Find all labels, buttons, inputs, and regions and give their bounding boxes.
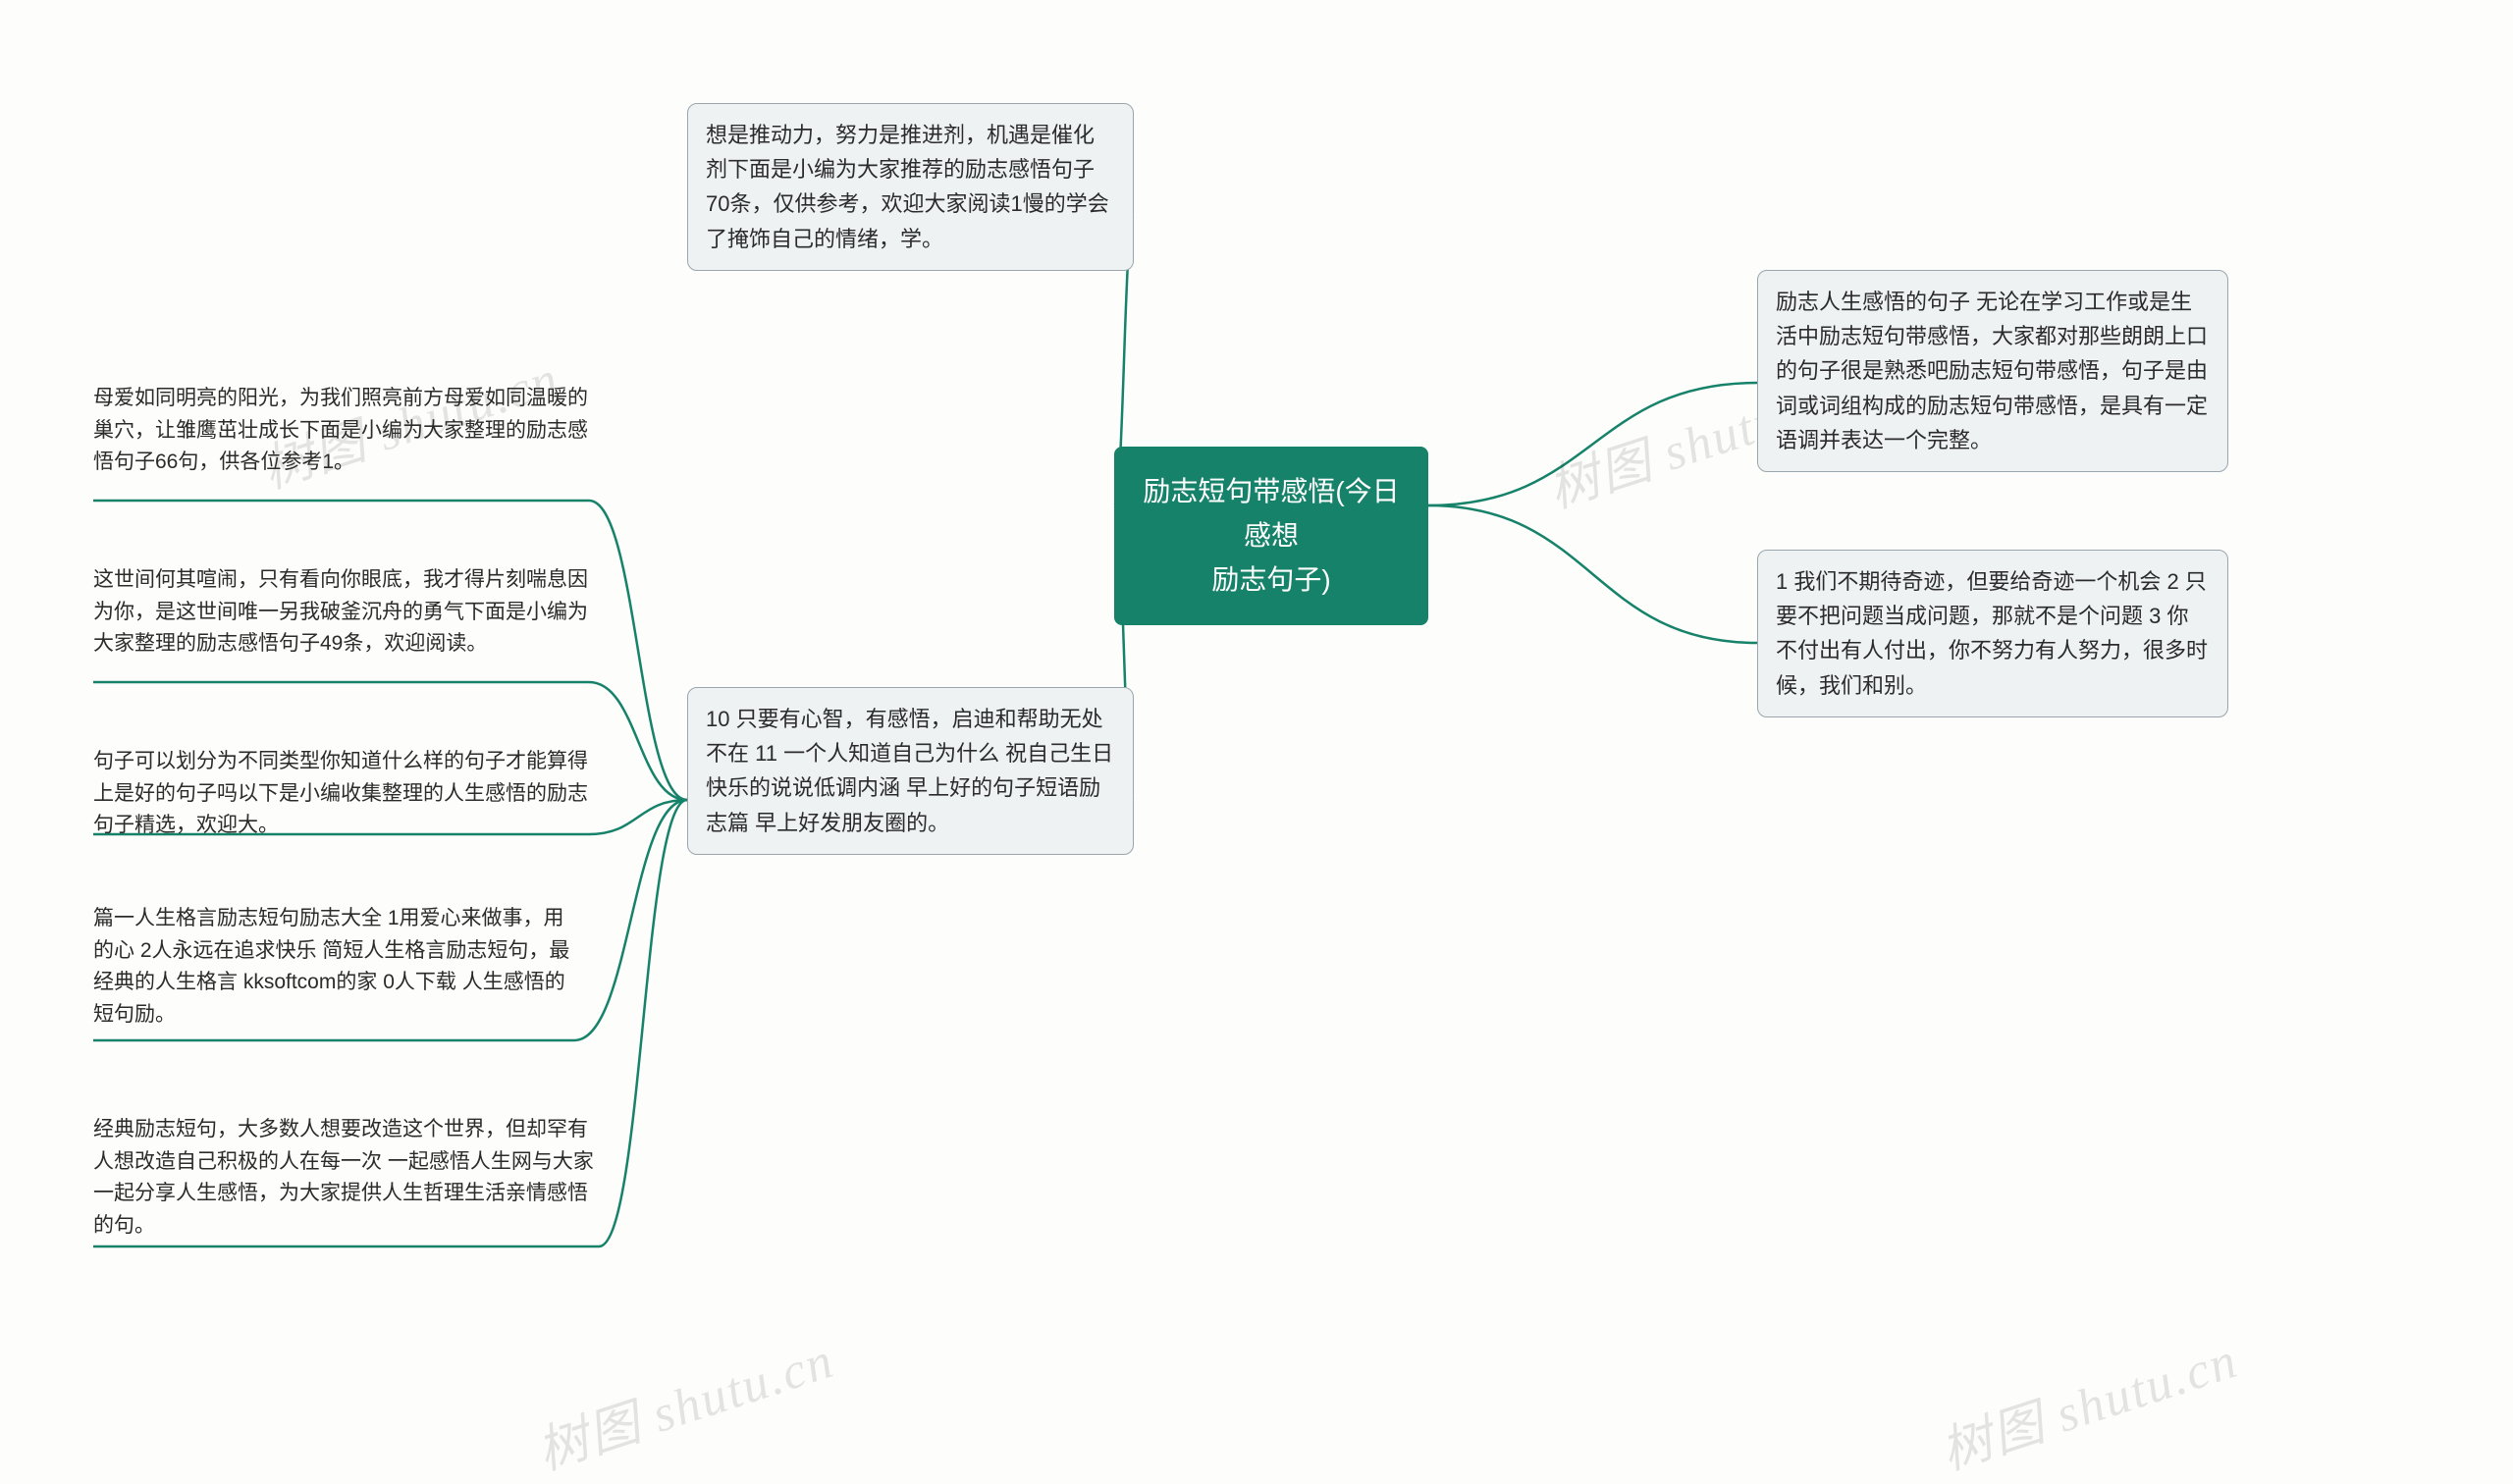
leaf-node-3[interactable]: 篇一人生格言励志短句励志大全 1用爱心来做事，用的心 2人永远在追求快乐 简短人… bbox=[93, 903, 574, 1031]
left-node-1[interactable]: 10 只要有心智，有感悟，启迪和帮助无处不在 11 一个人知道自己为什么 祝自己… bbox=[687, 687, 1134, 855]
connector bbox=[574, 800, 687, 1040]
leaf-node-1[interactable]: 这世间何其喧闹，只有看向你眼底，我才得片刻喘息因为你，是这世间唯一另我破釜沉舟的… bbox=[93, 564, 589, 661]
right-node-0-text: 励志人生感悟的句子 无论在学习工作或是生活中励志短句带感悟，大家都对那些朗朗上口… bbox=[1776, 290, 2208, 452]
left-node-0[interactable]: 想是推动力，努力是推进剂，机遇是催化剂下面是小编为大家推荐的励志感悟句子70条，… bbox=[687, 103, 1134, 271]
connector bbox=[599, 800, 687, 1246]
connector bbox=[1428, 383, 1757, 505]
right-node-1-text: 1 我们不期待奇迹，但要给奇迹一个机会 2 只要不把问题当成问题，那就不是个问题… bbox=[1776, 569, 2208, 698]
watermark: 树图 shutu.cn bbox=[1930, 1318, 2246, 1483]
center-node[interactable]: 励志短句带感悟(今日感想励志句子) bbox=[1114, 447, 1428, 625]
connector bbox=[589, 501, 687, 800]
center-text: 励志短句带感悟(今日感想励志句子) bbox=[1143, 476, 1399, 595]
connector bbox=[589, 800, 687, 834]
connector bbox=[1428, 505, 1757, 643]
watermark: 树图 shutu.cn bbox=[526, 1318, 842, 1483]
leaf-text-0: 母爱如同明亮的阳光，为我们照亮前方母爱如同温暖的巢穴，让雏鹰茁壮成长下面是小编为… bbox=[93, 387, 588, 473]
left-node-0-text: 想是推动力，努力是推进剂，机遇是催化剂下面是小编为大家推荐的励志感悟句子70条，… bbox=[706, 123, 1109, 251]
leaf-node-4[interactable]: 经典励志短句，大多数人想要改造这个世界，但却罕有人想改造自己积极的人在每一次 一… bbox=[93, 1114, 599, 1242]
left-node-1-text: 10 只要有心智，有感悟，启迪和帮助无处不在 11 一个人知道自己为什么 祝自己… bbox=[706, 707, 1113, 835]
leaf-node-2[interactable]: 句子可以划分为不同类型你知道什么样的句子才能算得上是好的句子吗以下是小编收集整理… bbox=[93, 746, 589, 842]
connector bbox=[589, 682, 687, 800]
leaf-text-2: 句子可以划分为不同类型你知道什么样的句子才能算得上是好的句子吗以下是小编收集整理… bbox=[93, 750, 588, 836]
connection-layer bbox=[0, 0, 2513, 1480]
leaf-text-1: 这世间何其喧闹，只有看向你眼底，我才得片刻喘息因为你，是这世间唯一另我破釜沉舟的… bbox=[93, 568, 588, 655]
right-node-1[interactable]: 1 我们不期待奇迹，但要给奇迹一个机会 2 只要不把问题当成问题，那就不是个问题… bbox=[1757, 550, 2228, 717]
leaf-text-4: 经典励志短句，大多数人想要改造这个世界，但却罕有人想改造自己积极的人在每一次 一… bbox=[93, 1118, 594, 1237]
leaf-text-3: 篇一人生格言励志短句励志大全 1用爱心来做事，用的心 2人永远在追求快乐 简短人… bbox=[93, 907, 569, 1026]
right-node-0[interactable]: 励志人生感悟的句子 无论在学习工作或是生活中励志短句带感悟，大家都对那些朗朗上口… bbox=[1757, 270, 2228, 472]
leaf-node-0[interactable]: 母爱如同明亮的阳光，为我们照亮前方母爱如同温暖的巢穴，让雏鹰茁壮成长下面是小编为… bbox=[93, 383, 589, 479]
